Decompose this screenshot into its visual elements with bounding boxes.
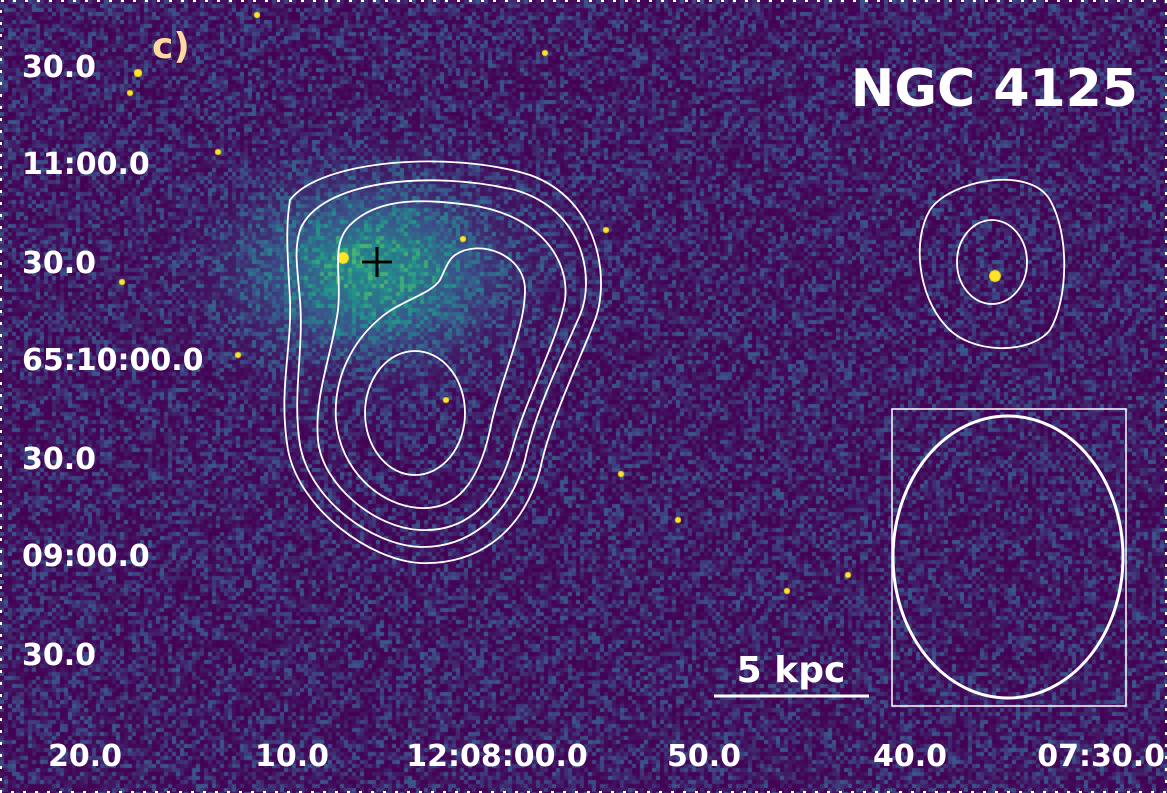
contour-level-2 — [295, 179, 587, 548]
y-tick-label: 11:00.0 — [22, 147, 150, 182]
beam-inset — [891, 408, 1127, 707]
beam-ellipse — [891, 414, 1125, 700]
x-tick-label: 40.0 — [873, 739, 947, 774]
contour-level-4 — [334, 247, 526, 509]
beam-box — [891, 408, 1127, 707]
x-tick-label: 20.0 — [48, 739, 122, 774]
y-axis-tick-labels: 30.0 11:00.0 30.0 65:10:00.0 30.0 09:00.… — [22, 50, 204, 673]
object-name-label: NGC 4125 — [851, 59, 1138, 119]
scale-bar-label: 5 kpc — [737, 650, 846, 691]
contour-companion-inner — [956, 219, 1028, 305]
y-tick-label: 65:10:00.0 — [22, 343, 204, 378]
radio-contours-main — [283, 160, 602, 564]
contour-level-5 — [364, 350, 466, 476]
x-tick-label: 12:08:00.0 — [406, 739, 588, 774]
x-tick-label: 10.0 — [255, 739, 329, 774]
contour-level-1 — [283, 160, 602, 564]
contour-companion-outer — [918, 178, 1066, 350]
y-tick-label: 30.0 — [22, 638, 96, 673]
x-tick-label: 07:30.0 — [1037, 739, 1165, 774]
panel-label: c) — [152, 26, 190, 67]
galaxy-center-marker — [362, 247, 392, 277]
radio-contours-companion — [918, 178, 1066, 350]
x-axis-tick-labels: 20.0 10.0 12:08:00.0 50.0 40.0 07:30.0 — [48, 739, 1165, 774]
x-tick-label: 50.0 — [667, 739, 741, 774]
y-tick-label: 30.0 — [22, 246, 96, 281]
y-tick-label: 30.0 — [22, 50, 96, 85]
contour-level-3 — [316, 200, 567, 531]
y-tick-label: 09:00.0 — [22, 539, 150, 574]
y-tick-label: 30.0 — [22, 442, 96, 477]
